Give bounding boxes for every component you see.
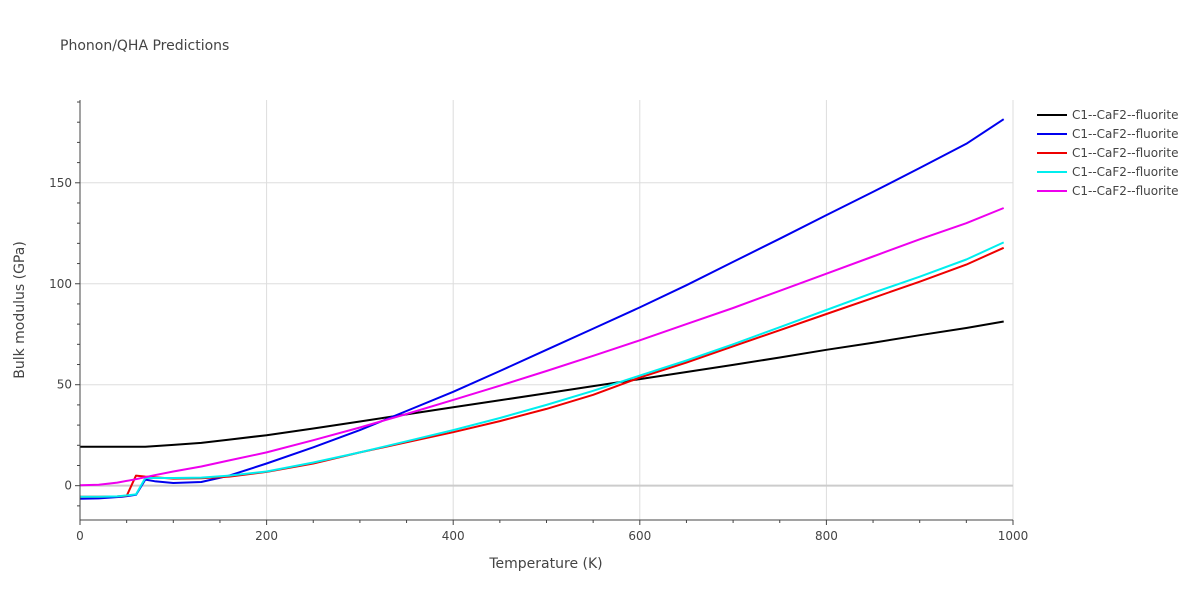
y-tick-label: 150 [49, 176, 72, 190]
series-lines [79, 118, 1005, 500]
x-tick-label: 0 [76, 529, 84, 543]
x-axis-title: Temperature (K) [488, 556, 602, 572]
legend-label: C1--CaF2--fluorite [1072, 165, 1178, 179]
legend[interactable]: C1--CaF2--fluorite C1--CaF2--fluorite C1--… [1037, 108, 1178, 198]
legend-label: C1--CaF2--fluorite [1072, 108, 1178, 122]
y-axis-ticks: 0 50 100 150 [49, 101, 80, 507]
y-tick-label: 100 [49, 277, 72, 291]
legend-label: C1--CaF2--fluorite [1072, 127, 1178, 141]
x-tick-label: 200 [255, 529, 278, 543]
legend-item-5[interactable]: C1--CaF2--fluorite [1037, 184, 1178, 198]
x-tick-label: 1000 [998, 529, 1029, 543]
legend-item-2[interactable]: C1--CaF2--fluorite [1037, 127, 1178, 141]
x-axis-ticks: 0 200 400 600 800 1000 [76, 520, 1028, 543]
series-line-1 [80, 320, 1004, 448]
legend-item-1[interactable]: C1--CaF2--fluorite [1037, 108, 1178, 122]
y-tick-label: 0 [64, 479, 72, 493]
x-tick-label: 400 [442, 529, 465, 543]
legend-label: C1--CaF2--fluorite [1072, 184, 1178, 198]
chart-title: Phonon/QHA Predictions [60, 38, 229, 54]
series-line-5 [79, 207, 1005, 487]
legend-item-3[interactable]: C1--CaF2--fluorite [1037, 146, 1178, 160]
series-line-3 [80, 246, 1005, 498]
legend-item-4[interactable]: C1--CaF2--fluorite [1037, 165, 1178, 179]
series-line-2 [79, 118, 1005, 500]
grid [80, 100, 1014, 520]
x-tick-label: 800 [815, 529, 838, 543]
y-tick-label: 50 [57, 378, 72, 392]
axes [79, 100, 1013, 521]
series-line-4 [80, 241, 1005, 498]
legend-label: C1--CaF2--fluorite [1072, 146, 1178, 160]
x-tick-label: 600 [628, 529, 651, 543]
y-axis-title: Bulk modulus (GPa) [12, 241, 28, 379]
